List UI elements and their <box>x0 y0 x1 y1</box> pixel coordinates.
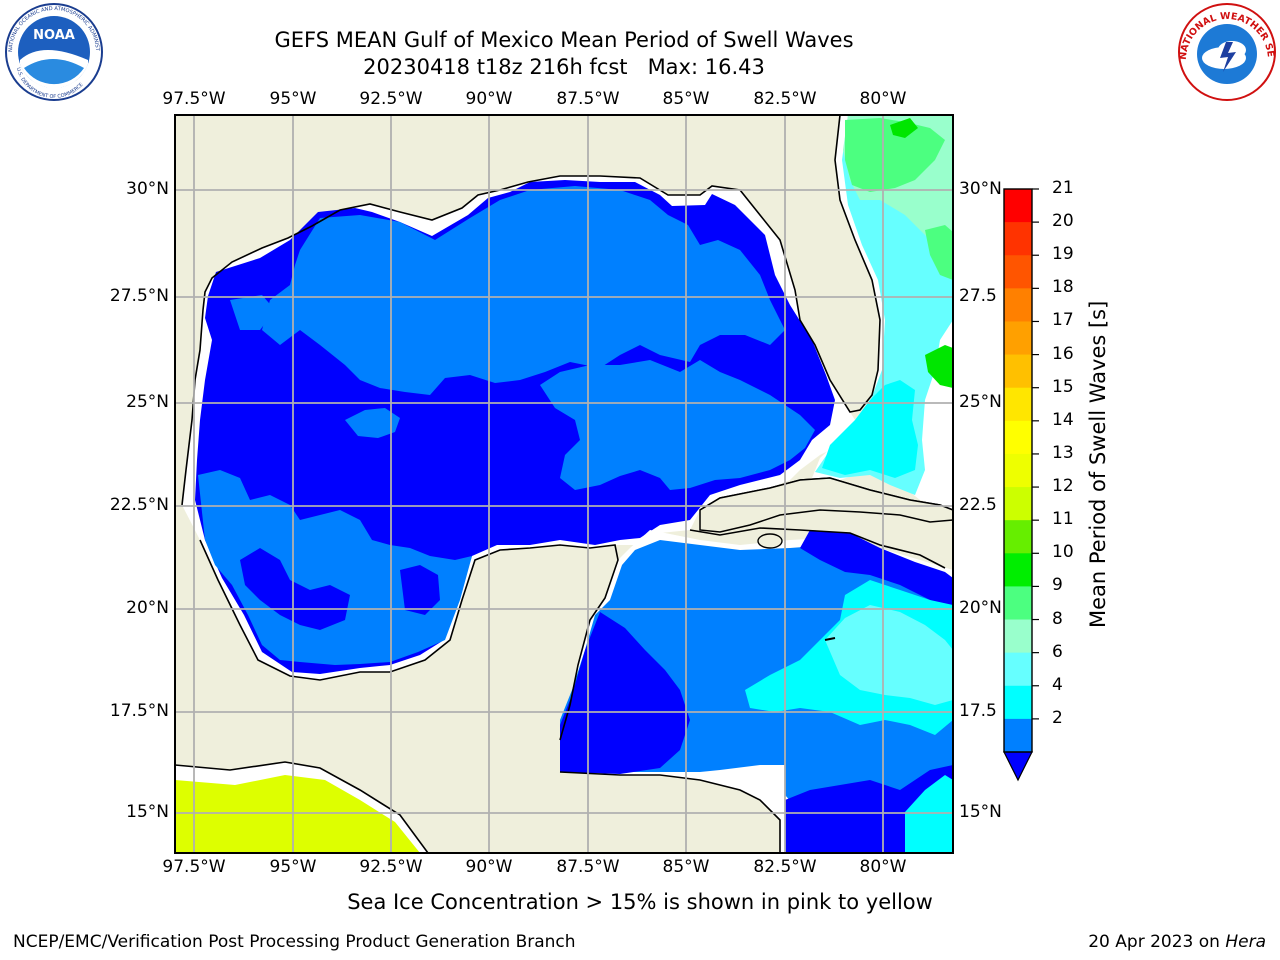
caribbean-swell-level-2-west <box>560 612 690 774</box>
colorbar-bin <box>1004 189 1032 223</box>
colorbar-tick-label: 18 <box>1052 277 1074 298</box>
colorbar-bin <box>1004 553 1032 587</box>
colorbar-bin <box>1004 387 1032 422</box>
lon-tick-top: 97.5°W <box>162 89 226 109</box>
colorbar-frame <box>1003 188 1033 753</box>
colorbar-tick-label: 21 <box>1052 178 1074 198</box>
nws-logo: NATIONAL WEATHER SERVICE <box>1176 2 1276 101</box>
colorbar-bin <box>1004 288 1032 322</box>
colorbar-tick-label: 13 <box>1052 442 1074 463</box>
colorbar-bins <box>1004 189 1032 753</box>
lon-tick-bottom: 87.5°W <box>556 857 620 877</box>
isla-de-la-juventud <box>757 533 783 549</box>
lon-tick-bottom: 97.5°W <box>162 857 226 877</box>
map-frame <box>174 114 954 854</box>
lat-tick-left: 25°N <box>126 392 169 412</box>
lat-tick-right: 27.5 <box>959 286 997 306</box>
colorbar-tick-label: 4 <box>1052 674 1063 695</box>
colorbar-tick-label: 19 <box>1052 244 1074 265</box>
lat-tick-right: 30°N <box>959 179 1002 199</box>
colorbar-label: Mean Period of Swell Waves [s] <box>1086 300 1110 628</box>
footer-branch: NCEP/EMC/Verification Post Processing Pr… <box>13 932 576 952</box>
footer-host: Hera <box>1225 932 1266 952</box>
lat-tick-right: 25°N <box>959 392 1002 412</box>
lat-tick-left: 27.5°N <box>109 286 169 306</box>
cuba-land <box>699 477 953 533</box>
lon-tick-bottom: 95°W <box>269 857 317 877</box>
lat-tick-left: 30°N <box>126 179 169 199</box>
colorbar-tick-label: 10 <box>1052 542 1074 563</box>
colorbar-tick-label: 20 <box>1052 211 1074 232</box>
colorbar-bin <box>1004 685 1032 720</box>
atlantic-swell-level-10-east <box>925 225 953 280</box>
lon-tick-top: 80°W <box>859 89 907 109</box>
sea-ice-caption: Sea Ice Concentration > 15% is shown in … <box>347 890 933 914</box>
lon-tick-top: 85°W <box>662 89 710 109</box>
colorbar-bin <box>1004 354 1032 389</box>
florida-straits-level-6 <box>822 380 918 478</box>
footer-date-text: 20 Apr 2023 on <box>1088 932 1226 952</box>
colorbar-bin <box>1004 520 1032 554</box>
colorbar-bin <box>1004 487 1032 521</box>
lon-tick-top: 82.5°W <box>753 89 817 109</box>
lat-tick-left: 15°N <box>126 802 169 822</box>
lat-tick-right: 20°N <box>959 598 1002 618</box>
atlantic-swell-level-10 <box>845 118 945 192</box>
lat-tick-left: 22.5°N <box>109 495 169 515</box>
colorbar-tick-label: 16 <box>1052 343 1074 364</box>
colorbar <box>1003 188 1039 782</box>
colorbar-bin <box>1004 222 1032 256</box>
lon-tick-bottom: 90°W <box>465 857 513 877</box>
lon-tick-top: 90°W <box>465 89 513 109</box>
lon-tick-bottom: 80°W <box>859 857 907 877</box>
pacific-swell-level-13 <box>175 775 420 853</box>
lon-tick-bottom: 82.5°W <box>753 857 817 877</box>
colorbar-bin <box>1004 255 1032 289</box>
lat-tick-left: 20°N <box>126 598 169 618</box>
lon-tick-bottom: 85°W <box>662 857 710 877</box>
lat-tick-right: 17.5 <box>959 701 997 721</box>
colorbar-tick-label: 2 <box>1052 707 1063 728</box>
colorbar-bin <box>1004 420 1032 455</box>
atlantic-swell-level-11-north <box>890 118 918 138</box>
lat-tick-right: 22.5 <box>959 495 997 515</box>
colorbar-bin <box>1004 619 1032 654</box>
map-subtitle: 20230418 t18z 216h fcst Max: 16.43 <box>363 55 765 79</box>
lon-tick-top: 92.5°W <box>359 89 423 109</box>
colorbar-tick-label: 8 <box>1052 608 1063 629</box>
colorbar-bin <box>1004 321 1032 356</box>
colorbar-bin <box>1004 453 1032 488</box>
noaa-logo: NOAA NATIONAL OCEANIC AND ATMOSPHERIC AD… <box>2 2 103 101</box>
colorbar-bin <box>1004 718 1032 753</box>
bahamas-no-data <box>925 425 953 487</box>
colorbar-tick-label: 14 <box>1052 409 1074 430</box>
gulf-swell-level-4 <box>198 186 815 665</box>
noaa-logo-text: NOAA <box>33 28 75 43</box>
colorbar-tick-label: 15 <box>1052 376 1074 397</box>
caribbean-swell-level-8 <box>825 605 953 705</box>
atlantic-swell-level-11 <box>925 345 953 388</box>
lon-tick-bottom: 92.5°W <box>359 857 423 877</box>
lon-tick-top: 95°W <box>269 89 317 109</box>
caribbean-swell-level-2-ne <box>800 530 953 610</box>
gridlines <box>175 115 953 853</box>
cayman-islands <box>824 637 836 641</box>
colorbar-bin <box>1004 586 1032 621</box>
lat-tick-right: 15°N <box>959 802 1002 822</box>
colorbar-tick-label: 11 <box>1052 509 1074 530</box>
colorbar-bin <box>1004 652 1032 687</box>
caribbean-swell-level-6-se <box>905 775 953 853</box>
colorbar-extend-triangle <box>1003 751 1033 782</box>
colorbar-tick-marks <box>1032 188 1039 720</box>
colorbar-tick-label: 6 <box>1052 641 1063 662</box>
colorbar-tick-label: 17 <box>1052 310 1074 331</box>
footer-date: 20 Apr 2023 on Hera <box>1088 932 1266 952</box>
colorbar-tick-label: 12 <box>1052 476 1074 497</box>
map-title: GEFS MEAN Gulf of Mexico Mean Period of … <box>274 28 854 52</box>
lat-tick-left: 17.5°N <box>109 701 169 721</box>
colorbar-tick-label: 9 <box>1052 575 1063 596</box>
lon-tick-top: 87.5°W <box>556 89 620 109</box>
